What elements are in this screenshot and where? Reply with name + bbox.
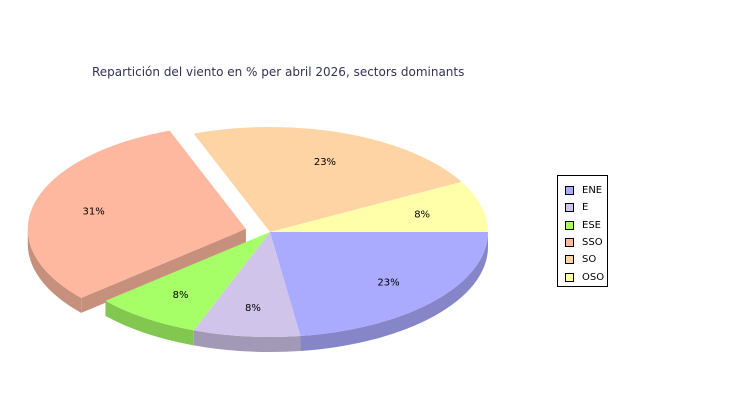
pie-side-ene <box>300 232 488 351</box>
pie-slice-ene <box>270 232 488 336</box>
legend-item-so: SO <box>558 251 607 268</box>
legend-label: E <box>582 202 589 214</box>
pie-slice-oso <box>270 181 488 232</box>
pie-label-bg-ene <box>379 275 398 288</box>
legend-label: OSO <box>582 271 605 283</box>
pie-tops <box>27 127 488 338</box>
pie-label-bg-ese <box>171 288 190 301</box>
pie-label-bg-oso <box>413 207 432 220</box>
pie-label-so: 23% <box>314 157 336 168</box>
pie-slice-sso <box>27 130 246 298</box>
pie-label-bg-so <box>315 155 334 168</box>
pie-label-e: 8% <box>245 303 261 314</box>
pie-slice-ese <box>105 232 270 331</box>
legend-swatch <box>565 255 574 265</box>
legend-label: ENE <box>582 185 603 197</box>
pie-slice-so <box>193 127 462 232</box>
pie-side-ese <box>105 300 194 346</box>
legend-label: ESE <box>582 219 601 231</box>
pie-label-ese: 8% <box>173 290 189 301</box>
pie-label-oso: 8% <box>414 209 430 220</box>
pie-side-e <box>193 330 301 352</box>
chart-title: Repartición del viento en % per abril 20… <box>92 65 465 79</box>
legend: ENE E ESE SSO SO OSO <box>557 175 608 287</box>
legend-item-oso: OSO <box>558 268 607 285</box>
pie-label-bg-e <box>243 301 262 314</box>
pie-label-bg-sso <box>84 204 103 217</box>
legend-item-ene: ENE <box>558 182 607 199</box>
pie-edge-sso-0 <box>81 229 246 313</box>
pie-label-sso: 31% <box>83 206 105 217</box>
pie-label-ene: 23% <box>377 278 399 289</box>
legend-item-e: E <box>558 199 607 216</box>
legend-swatch <box>565 272 574 282</box>
legend-swatch <box>565 238 574 248</box>
legend-swatch <box>565 203 574 213</box>
pie-side-sso <box>27 229 82 313</box>
legend-item-sso: SSO <box>558 234 607 251</box>
legend-item-ese: ESE <box>558 217 607 234</box>
legend-label: SSO <box>582 237 603 249</box>
legend-swatch <box>565 220 574 230</box>
pie-labels: 23% 8% 8% 31% 23% 8% <box>83 155 432 314</box>
legend-swatch <box>565 186 574 196</box>
pie-slice-e <box>193 232 301 338</box>
legend-label: SO <box>582 254 597 266</box>
